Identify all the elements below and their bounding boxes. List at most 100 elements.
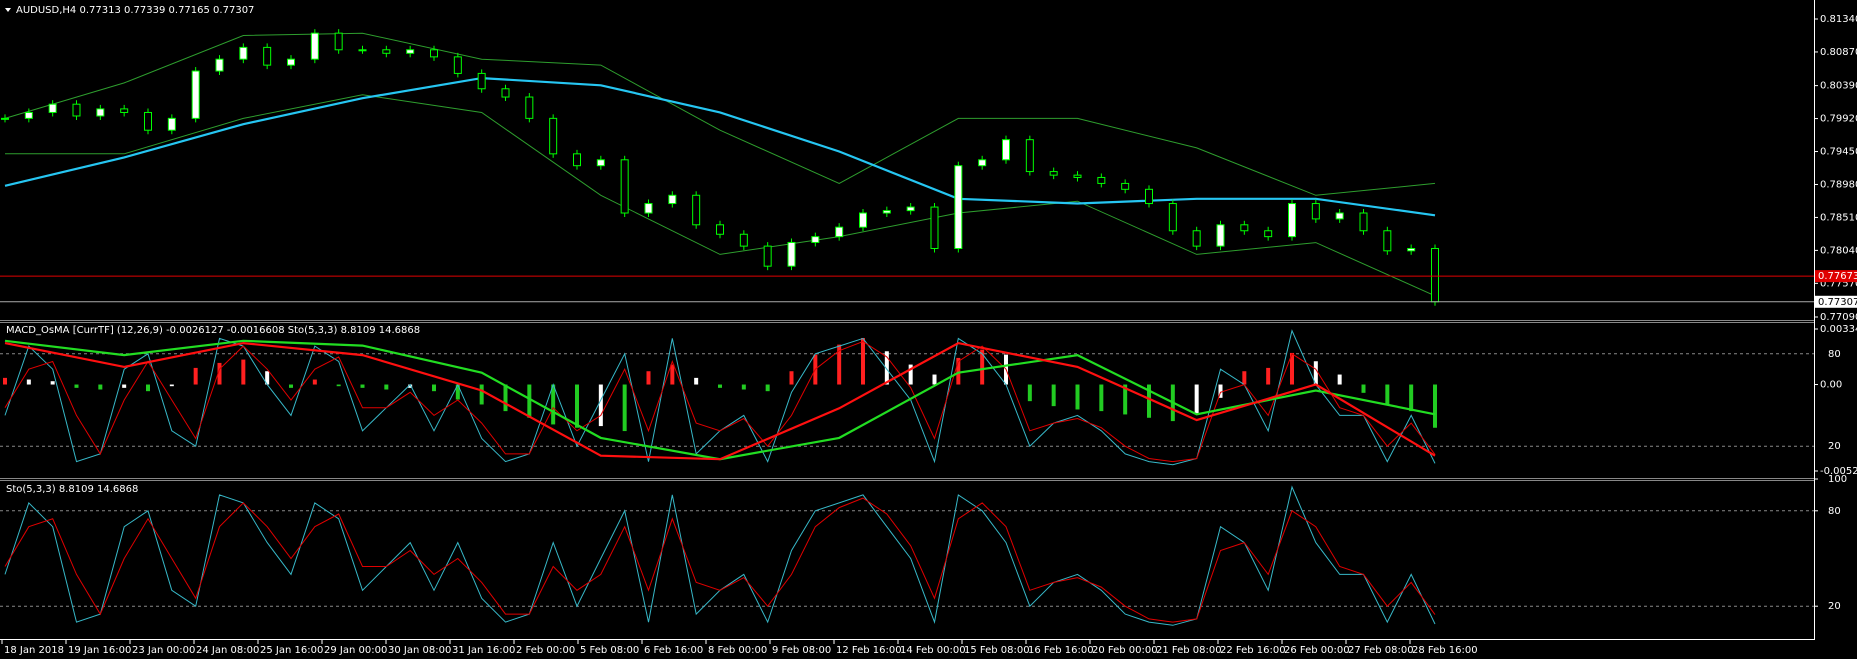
level-label-box — [1815, 270, 1857, 283]
y-tick-label: 20 — [1828, 601, 1841, 612]
histogram-bar — [122, 384, 127, 388]
candle — [96, 108, 105, 117]
candle — [1335, 212, 1344, 220]
x-tick-label: 25 Jan 16:00 — [260, 645, 323, 656]
x-tick-label: 19 Jan 16:00 — [68, 645, 131, 656]
histogram-bar — [1290, 352, 1294, 385]
histogram-bar — [932, 374, 937, 385]
x-tick-label: 16 Feb 16:00 — [1028, 645, 1094, 656]
x-tick-label: 27 Feb 08:00 — [1348, 645, 1414, 656]
histogram-bar — [336, 384, 341, 387]
candle — [930, 206, 939, 249]
candle — [1288, 203, 1296, 238]
x-tick-label: 12 Feb 16:00 — [836, 645, 902, 656]
x-tick-label: 31 Jan 16:00 — [452, 645, 515, 656]
histogram-bar — [289, 384, 293, 388]
histogram-bar — [1337, 374, 1342, 385]
histogram-bar — [74, 384, 79, 388]
candle — [453, 56, 462, 74]
histogram-bar — [1313, 361, 1318, 385]
candle — [1073, 174, 1082, 178]
candle — [1407, 247, 1416, 252]
histogram-bar — [861, 337, 865, 385]
candle — [1145, 188, 1153, 205]
candle — [382, 49, 391, 54]
histogram-bar — [765, 384, 770, 392]
candle — [525, 96, 534, 119]
histogram-bar — [622, 384, 627, 432]
histogram-bar — [575, 384, 579, 428]
candle — [358, 49, 367, 52]
candle — [1, 117, 9, 120]
candle — [310, 32, 319, 60]
histogram-bar — [718, 384, 722, 388]
histogram-bar — [193, 367, 198, 385]
candle — [644, 203, 653, 214]
candle — [1216, 224, 1225, 247]
macd-header: MACD_OsMA [CurrTF] (12,26,9) -0.0026127 … — [6, 325, 420, 336]
candle — [811, 236, 820, 243]
candle — [239, 46, 248, 60]
dropdown-icon[interactable] — [5, 8, 11, 12]
histogram-bar — [1266, 367, 1271, 385]
candle — [1359, 212, 1368, 232]
candle — [430, 49, 438, 58]
histogram-bar — [98, 384, 103, 390]
histogram-bar — [3, 377, 7, 385]
sto-signal-overlay — [4, 340, 1436, 463]
candle — [978, 159, 987, 167]
histogram-bar — [598, 384, 603, 427]
candle — [668, 194, 677, 205]
x-tick-label: 30 Jan 08:00 — [388, 645, 451, 656]
candle — [1311, 203, 1320, 220]
histogram-bar — [789, 371, 794, 385]
histogram-bar — [384, 384, 389, 390]
histogram-bar — [455, 384, 460, 400]
x-tick-label: 9 Feb 08:00 — [772, 645, 831, 656]
x-tick-label: 20 Feb 00:00 — [1092, 645, 1158, 656]
candle — [24, 111, 33, 119]
x-tick-label: 24 Jan 08:00 — [196, 645, 259, 656]
candle — [835, 226, 844, 238]
candle — [120, 108, 129, 113]
candle — [287, 58, 295, 66]
candle — [1431, 247, 1439, 303]
x-tick-label: 8 Feb 00:00 — [708, 645, 767, 656]
candle — [1192, 230, 1201, 247]
main-header: AUDUSD,H4 0.77313 0.77339 0.77165 0.7730… — [16, 5, 254, 16]
candle — [72, 103, 81, 117]
histogram-bar — [1051, 384, 1056, 407]
candle — [620, 159, 629, 214]
bid-label: 0.77307 — [1818, 297, 1857, 308]
x-tick-label: 23 Jan 00:00 — [132, 645, 195, 656]
red-line — [4, 341, 1436, 461]
candle — [1097, 176, 1106, 184]
histogram-bar — [741, 384, 746, 390]
histogram-bar — [146, 384, 150, 392]
x-tick-label: 26 Feb 00:00 — [1284, 645, 1350, 656]
candle — [1264, 230, 1273, 238]
histogram-bar — [1123, 384, 1128, 415]
candle — [263, 46, 272, 66]
candle — [573, 153, 581, 167]
histogram-bar — [527, 384, 532, 418]
candle — [549, 117, 558, 155]
level-label: 0.77673 — [1818, 271, 1857, 282]
candle — [882, 210, 891, 214]
x-tick-label: 22 Feb 16:00 — [1220, 645, 1286, 656]
candle — [739, 233, 748, 247]
histogram-bar — [26, 379, 31, 385]
y-tick-label: 0.003340 — [1820, 324, 1857, 335]
histogram-bar — [956, 357, 961, 385]
histogram-bar — [646, 371, 651, 385]
histogram-bar — [1218, 384, 1223, 398]
y-tick-label: -0.005202 — [1820, 466, 1857, 477]
y-tick-label: 80 — [1828, 349, 1841, 360]
